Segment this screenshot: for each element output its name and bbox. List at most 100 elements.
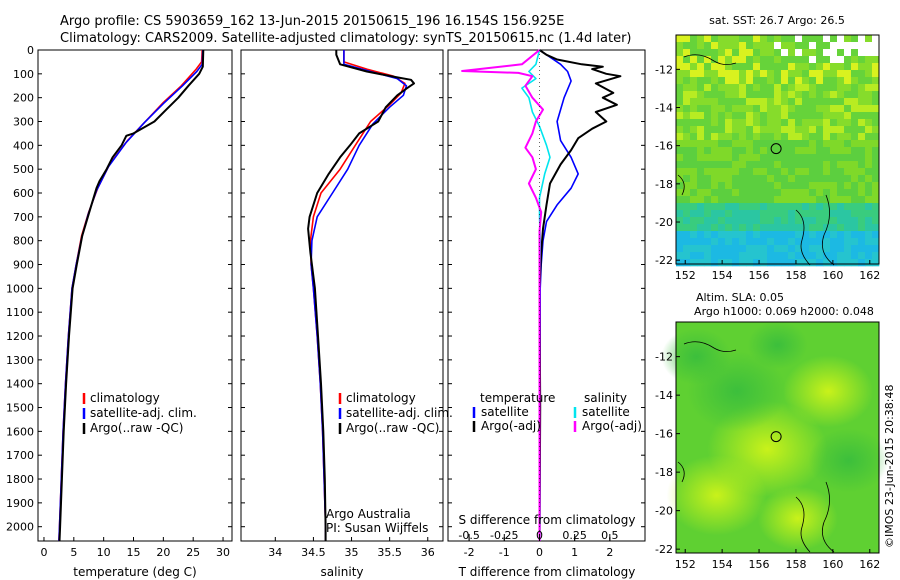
sst-cell: [711, 119, 719, 127]
sst-cell: [858, 140, 866, 148]
sst-cell: [830, 112, 838, 120]
sst-cell: [697, 147, 705, 155]
map-x-tick-label: 152: [675, 269, 696, 282]
sst-cell: [753, 105, 761, 113]
sst-cell: [711, 210, 719, 218]
sst-cell: [746, 105, 754, 113]
sst-cell: [697, 70, 705, 78]
sst-cell: [711, 189, 719, 197]
sst-cell: [809, 161, 817, 169]
sst-cell: [858, 70, 866, 78]
sst-cell: [683, 224, 691, 232]
sst-cell: [816, 168, 824, 176]
sst-cell: [711, 133, 719, 141]
sst-cell: [739, 182, 747, 190]
sst-cell: [781, 112, 789, 120]
sst-cell: [711, 168, 719, 176]
sst-cell: [746, 168, 754, 176]
sst-cell: [858, 147, 866, 155]
sst-cell: [732, 35, 740, 43]
sst-cell: [816, 119, 824, 127]
sst-cell: [872, 112, 880, 120]
sst-cell: [697, 217, 705, 225]
sst-cell: [802, 133, 810, 141]
sst-cell: [774, 210, 782, 218]
x-top-tick-label: 0.25: [562, 529, 587, 542]
sst-cell: [683, 84, 691, 92]
sst-cell: [697, 112, 705, 120]
sst-cell: [823, 126, 831, 134]
sst-cell: [704, 203, 712, 211]
coast-contour: [821, 481, 835, 553]
imos-watermark: ©IMOS 23-Jun-2015 20:38:48: [883, 384, 896, 548]
sst-cell: [767, 168, 775, 176]
sst-cell: [872, 42, 880, 50]
sst-cell: [795, 56, 803, 64]
sst-cell: [844, 91, 852, 99]
sst-cell: [697, 259, 705, 267]
sst-cell: [858, 63, 866, 71]
sst-cell: [753, 217, 761, 225]
sst-cell: [746, 84, 754, 92]
sst-cell: [844, 63, 852, 71]
sst-cell: [774, 231, 782, 239]
sst-cell: [795, 77, 803, 85]
sst-cell: [732, 112, 740, 120]
legend-climatology-label: climatology: [346, 391, 416, 405]
sst-cell: [781, 70, 789, 78]
sst-cell: [865, 35, 873, 43]
sst-cell: [683, 245, 691, 253]
sst-cell: [837, 126, 845, 134]
sst-cell: [725, 126, 733, 134]
sst-cell: [753, 154, 761, 162]
sst-cell: [739, 147, 747, 155]
sst-cell: [802, 49, 810, 57]
sst-cell: [865, 84, 873, 92]
sst-cell: [697, 105, 705, 113]
coast-contour: [677, 174, 685, 196]
sst-cell: [844, 133, 852, 141]
sst-cell: [830, 245, 838, 253]
sla-anomaly: [757, 486, 838, 551]
sst-cell: [788, 49, 796, 57]
sst-cell: [823, 203, 831, 211]
sst-cell: [760, 147, 768, 155]
sst-cell: [858, 224, 866, 232]
sst-cell: [732, 133, 740, 141]
sst-cell: [872, 161, 880, 169]
sst-cell: [830, 42, 838, 50]
sst-cell: [690, 168, 698, 176]
sst-cell: [858, 154, 866, 162]
sla-anomaly: [747, 321, 808, 370]
sst-cell: [802, 154, 810, 162]
sst-cell: [683, 133, 691, 141]
sst-cell: [725, 63, 733, 71]
sst-cell: [774, 238, 782, 246]
sst-cell: [753, 252, 761, 260]
sst-cell: [795, 161, 803, 169]
sst-cell: [760, 112, 768, 120]
sst-cell: [837, 77, 845, 85]
salinity-plot-frame: [240, 49, 444, 542]
sst-cell: [844, 203, 852, 211]
sst-cell: [788, 84, 796, 92]
sst-cell: [872, 168, 880, 176]
sst-cell: [739, 231, 747, 239]
sst-cell: [823, 140, 831, 148]
sst-cell: [844, 42, 852, 50]
sst-cell: [872, 147, 880, 155]
sst-cell: [774, 259, 782, 267]
sst-cell: [732, 168, 740, 176]
sst-cell: [690, 210, 698, 218]
sst-cell: [851, 63, 859, 71]
sst-cell: [802, 196, 810, 204]
sst-cell: [872, 119, 880, 127]
sst-cell: [851, 70, 859, 78]
sst-cell: [676, 119, 684, 127]
sst-cell: [865, 126, 873, 134]
sst-cell: [774, 119, 782, 127]
sst-cell: [837, 168, 845, 176]
sst-cell: [704, 112, 712, 120]
sst-cell: [830, 133, 838, 141]
sst-cell: [767, 77, 775, 85]
